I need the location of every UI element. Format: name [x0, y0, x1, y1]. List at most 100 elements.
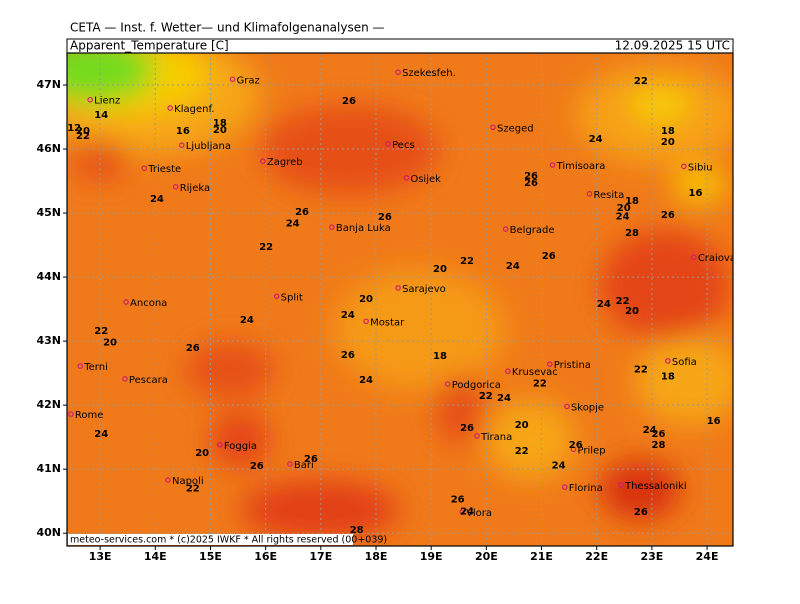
city-marker [167, 105, 173, 111]
contour-label: 26 [634, 507, 648, 518]
city-marker [444, 381, 451, 387]
contour-label: 26 [378, 212, 392, 223]
contour-label: 26 [460, 423, 474, 434]
city-marker [123, 299, 129, 305]
city-name: Skopje [571, 402, 604, 413]
city-name: Szeged [497, 123, 534, 134]
contour-label: 26 [569, 440, 583, 451]
contour-label: 20 [617, 203, 631, 214]
y-tick-label: 42N [36, 398, 61, 411]
contour-label: 22 [616, 296, 630, 307]
city-marker [87, 96, 93, 103]
city-marker [681, 163, 687, 170]
x-tick-label: 14E [144, 550, 167, 563]
city-marker [561, 484, 568, 490]
city-name: Pecs [392, 140, 415, 151]
city-name: Terni [83, 362, 108, 373]
city-marker [395, 285, 401, 291]
city-name: Tirana [480, 432, 512, 443]
city-marker [618, 482, 624, 488]
institute: CETA — Inst. f. Wetter— und Klimafolgena… [70, 21, 385, 35]
contour-label: 20 [515, 420, 529, 431]
x-tick-label: 20E [475, 550, 498, 563]
city-marker [385, 141, 391, 147]
contour-label: 22 [259, 242, 273, 253]
x-tick-label: 24E [696, 550, 719, 563]
y-tick-label: 46N [36, 142, 61, 155]
city-marker [505, 368, 511, 375]
city-marker [586, 191, 593, 197]
contour-label: 20 [76, 126, 90, 137]
city-marker [287, 461, 293, 467]
contour-label: 26 [341, 350, 355, 361]
city-marker [547, 361, 553, 367]
y-tick-label: 45N [36, 206, 61, 219]
city-marker [260, 158, 266, 165]
city-marker [217, 442, 223, 448]
city-name: Rome [75, 410, 104, 421]
x-tick-label: 16E [254, 550, 277, 563]
city-name: Klagenf. [174, 104, 214, 115]
contour-label: 26 [250, 461, 264, 472]
contour-label: 20 [195, 448, 209, 459]
city-marker [395, 69, 401, 76]
contour-label: 26 [524, 178, 538, 189]
grid [67, 53, 733, 546]
x-tick-label: 23E [640, 550, 663, 563]
footer: meteo-services.com * (c)2025 IWKF * All … [70, 535, 387, 546]
contour-label: 26 [451, 494, 465, 505]
field: Szekesfeh. Graz Lienz Klagenf. Ljubljana Zagr… [67, 53, 736, 546]
city-marker [329, 224, 335, 230]
city-marker [459, 509, 465, 515]
contour-label: 26 [304, 454, 318, 465]
x-tick-label: 21E [530, 550, 553, 563]
city-marker [549, 162, 556, 168]
city-marker [691, 254, 697, 261]
city-name: Lienz [94, 96, 120, 107]
x-tick-label: 22E [585, 550, 608, 563]
city-name: Sarajevo [402, 284, 446, 295]
city-name: Sofia [672, 357, 697, 368]
city-name: Rijeka [180, 183, 210, 194]
contour-label: 18 [213, 118, 227, 129]
city-marker [178, 142, 185, 148]
contour-label: 22 [460, 256, 474, 267]
contour-label: 24 [460, 506, 474, 517]
y-tick-label: 41N [36, 462, 61, 475]
x-tick-label: 15E [199, 550, 222, 563]
contour-label: 24 [589, 134, 603, 145]
contour-label: 18 [433, 351, 447, 362]
contour-label: 26 [295, 207, 309, 218]
contour-label: 16 [707, 416, 721, 427]
contour-label: 24 [497, 393, 511, 404]
contour-label: 24 [286, 218, 300, 229]
frame [66, 52, 734, 547]
contour-label: 26 [652, 429, 666, 440]
city-name: Craiova [698, 253, 736, 264]
contour-label: 28 [652, 440, 666, 451]
city-name: Pristina [554, 360, 591, 371]
y-tick-label: 40N [36, 526, 61, 539]
contour-label: 20 [433, 264, 447, 275]
footer-box [68, 534, 353, 545]
contour-label: 22 [479, 391, 493, 402]
city-name: Belgrade [510, 225, 555, 236]
contour-label: 24 [359, 375, 373, 386]
city-name: Pescara [129, 375, 168, 386]
city-name: Podgorica [452, 380, 501, 391]
parameter: Apparent_Temperature [C] [70, 39, 229, 53]
contour-label: 24 [506, 261, 520, 272]
city-marker [363, 318, 369, 325]
city-name: Thessaloniki [624, 481, 687, 492]
city-marker [122, 376, 128, 382]
y-tick-label: 47N [36, 78, 61, 91]
contour-label: 24 [597, 299, 611, 310]
contour-label: 20 [625, 306, 639, 317]
contour-label: 26 [186, 343, 200, 354]
contour-label: 20 [103, 337, 117, 348]
contour-label: 26 [524, 171, 538, 182]
city-name: Foggia [224, 441, 257, 452]
y-tick-label: 43N [36, 334, 61, 347]
city-marker [141, 165, 148, 172]
